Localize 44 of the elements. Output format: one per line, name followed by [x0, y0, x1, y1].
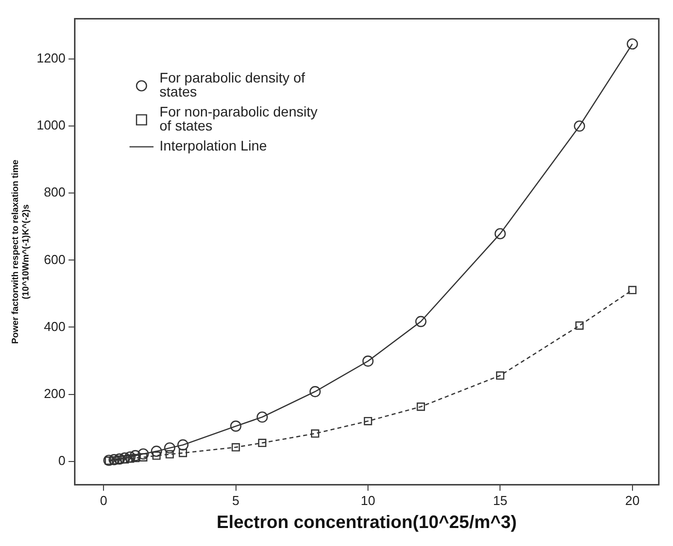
point [164, 442, 176, 454]
point [415, 316, 426, 328]
x-tick-label: 15 [492, 493, 508, 508]
legend-label: Interpolation Line [160, 138, 268, 154]
point [364, 416, 372, 426]
point [114, 453, 126, 465]
legend-label: For parabolic density of states [160, 70, 306, 100]
point [574, 120, 586, 132]
point [628, 286, 636, 294]
point [178, 448, 188, 458]
point [152, 452, 161, 460]
legend-label: For non-parabolic density of states [160, 104, 318, 134]
point [138, 448, 149, 460]
x-tick-label: 0 [100, 493, 108, 508]
y-tick-label: 1200 [36, 50, 66, 66]
y-tick-label: 0 [58, 452, 66, 468]
point [232, 443, 240, 452]
point [362, 355, 374, 367]
point [626, 38, 638, 50]
y-tick-label: 800 [44, 184, 66, 200]
y-tick-label: 200 [44, 386, 66, 401]
x-tick-label: 10 [360, 493, 376, 508]
point [256, 411, 268, 423]
point [230, 420, 242, 432]
y-tick-label: 600 [44, 252, 66, 267]
x-tick-label: 20 [625, 493, 640, 508]
point [310, 386, 321, 398]
point [494, 228, 506, 240]
point [310, 429, 320, 438]
point [416, 402, 425, 411]
point [177, 439, 189, 451]
point [575, 321, 584, 330]
x-axis-title: Electron concentration(10^25/m^3) [216, 512, 517, 532]
x-tick-label: 5 [232, 493, 240, 508]
point [150, 446, 162, 457]
y-tick-label: 400 [44, 318, 66, 334]
y-axis-title: Power factorwith respect to relaxation time (10^10Wm^(-1)K^(-2)s [10, 160, 31, 344]
point [496, 371, 504, 380]
point [130, 450, 141, 462]
point [258, 438, 266, 448]
point [119, 452, 130, 464]
point [166, 450, 174, 458]
point [124, 451, 136, 463]
y-tick-label: 1000 [36, 118, 66, 133]
